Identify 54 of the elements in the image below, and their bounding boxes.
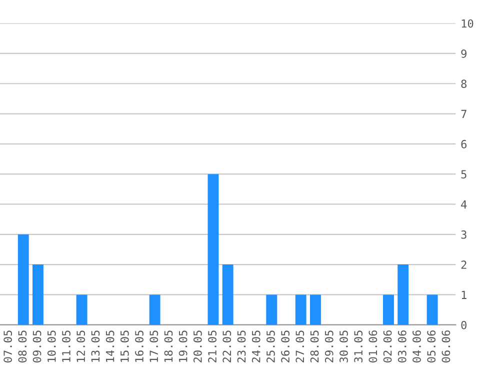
x-tick-label: 08.05 xyxy=(18,330,27,362)
x-tick-label: 02.06 xyxy=(383,330,392,362)
x-tick-label: 04.06 xyxy=(412,330,421,362)
x-tick-label: 10.05 xyxy=(47,330,56,362)
x-tick-label: 24.05 xyxy=(252,330,260,362)
bar xyxy=(18,234,29,325)
bar xyxy=(426,294,438,325)
y-tick-label: 5 xyxy=(461,170,466,178)
y-tick-label: 6 xyxy=(461,140,466,148)
y-tick-label: 7 xyxy=(461,110,466,118)
x-tick-label: 22.05 xyxy=(222,330,232,362)
x-tick-label: 28.05 xyxy=(310,330,319,362)
bar xyxy=(76,294,88,325)
bar xyxy=(310,294,321,325)
x-tick-label: 14.05 xyxy=(106,330,114,362)
y-tick-label: 1 xyxy=(462,290,466,299)
x-tick-label: 19.05 xyxy=(178,330,188,362)
y-tick-label: 9 xyxy=(461,49,466,58)
x-tick-label: 12.05 xyxy=(76,330,86,362)
bar xyxy=(32,264,44,325)
x-tick-label: 27.05 xyxy=(296,330,304,362)
bar xyxy=(208,174,219,325)
x-tick-label: 17.05 xyxy=(150,330,158,362)
y-tick-label: 4 xyxy=(461,200,467,208)
y-tick-label: 3 xyxy=(461,230,466,239)
x-tick-label: 07.05 xyxy=(4,330,12,362)
bar xyxy=(398,264,409,325)
x-tick-label: 16.05 xyxy=(135,330,144,362)
bar xyxy=(266,294,278,325)
x-tick-label: 30.05 xyxy=(340,330,348,362)
x-tick-label: 09.05 xyxy=(32,330,42,362)
x-tick-label: 01.06 xyxy=(368,330,378,362)
bar xyxy=(295,294,306,325)
x-tick-label: 21.05 xyxy=(208,330,216,362)
y-tick-label: 8 xyxy=(461,80,467,88)
x-tick-label: 18.05 xyxy=(164,330,173,362)
bar xyxy=(149,294,160,325)
y-tick-label: 10 xyxy=(462,19,474,28)
bar xyxy=(383,294,394,325)
x-tick-label: 11.05 xyxy=(62,330,70,362)
x-tick-label: 26.05 xyxy=(281,330,290,362)
x-tick-label: 31.05 xyxy=(354,330,363,362)
x-tick-label: 23.05 xyxy=(237,330,246,362)
x-tick-label: 03.06 xyxy=(398,330,406,362)
x-tick-label: 20.05 xyxy=(193,330,202,362)
x-tick-label: 06.06 xyxy=(442,330,450,362)
x-tick-label: 15.05 xyxy=(120,330,129,362)
x-tick-label: 29.05 xyxy=(324,330,334,362)
y-tick-label: 0 xyxy=(461,320,466,330)
x-tick-label: 13.05 xyxy=(91,330,100,362)
x-tick-label: 25.05 xyxy=(266,330,275,362)
bar xyxy=(222,264,234,325)
x-tick-label: 05.06 xyxy=(427,330,436,362)
y-tick-label: 2 xyxy=(461,260,466,269)
